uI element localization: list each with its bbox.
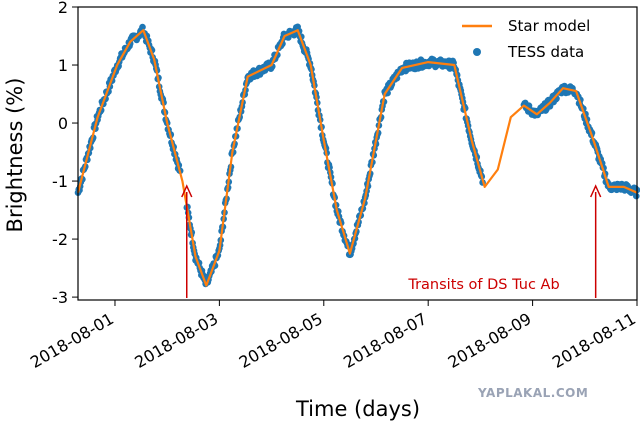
x-axis-label: Time (days): [295, 397, 420, 421]
x-tick-label: 2018-08-11: [549, 309, 639, 372]
annotation-arrow-head-2: [589, 184, 602, 198]
x-tick-label: 2018-08-03: [131, 309, 221, 372]
annotation-text: Transits of DS Tuc Ab: [407, 277, 559, 293]
y-tick-label: -2: [52, 230, 68, 249]
data-layer: [74, 23, 640, 288]
x-tick-label: 2018-08-07: [340, 309, 430, 372]
tess-data-point: [633, 192, 640, 200]
y-tick-label: -3: [52, 288, 68, 307]
x-tick-label: 2018-08-05: [236, 309, 326, 372]
tess-data-segment-1: [74, 23, 184, 196]
y-tick-label: 0: [58, 114, 68, 133]
annotation-arrow-head-1: [181, 184, 193, 198]
annotation-layer: Transits of DS Tuc Ab: [181, 184, 602, 298]
legend-label-star-model: Star model: [508, 17, 590, 35]
legend: Star model TESS data: [462, 17, 590, 61]
tess-data-point: [139, 23, 146, 31]
plot-frame: [77, 6, 638, 301]
x-tick-label: 2018-08-09: [445, 309, 535, 372]
y-tick-label: 1: [58, 56, 68, 75]
y-axis-label: Brightness (%): [3, 78, 27, 233]
legend-label-tess-data: TESS data: [507, 43, 584, 61]
y-tick-label: -1: [52, 172, 68, 191]
y-tick-label: 2: [58, 0, 68, 17]
watermark: YAPLAKAL.COM: [478, 386, 589, 400]
legend-swatch-tess-data: [473, 48, 481, 56]
star-model-line: [76, 29, 638, 287]
x-tick-label: 2018-08-01: [27, 309, 117, 372]
